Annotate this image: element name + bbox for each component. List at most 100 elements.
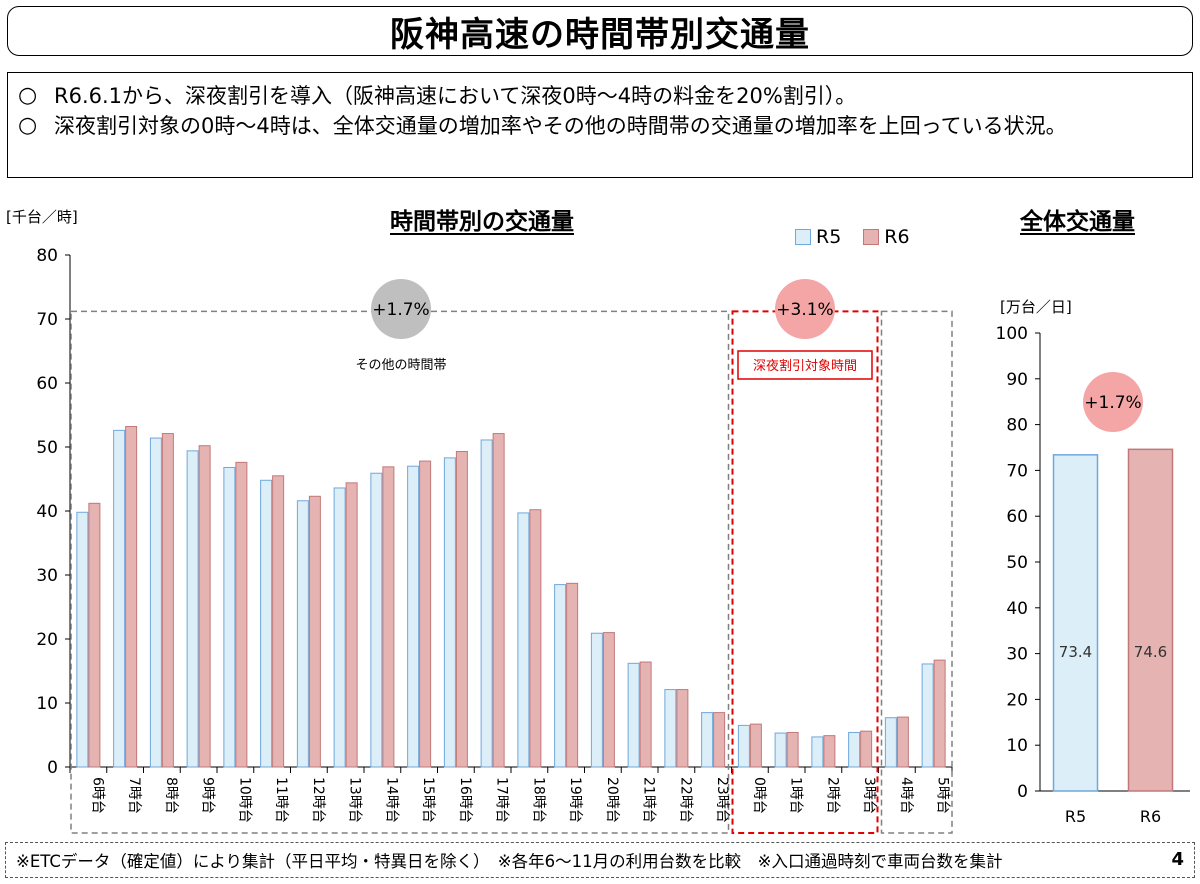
bar-r6: [749, 723, 762, 768]
bar-r6: [639, 661, 652, 768]
y-tick-label: 50: [1006, 553, 1028, 573]
bar-r6: [896, 716, 909, 768]
total-bar-r5: [1052, 454, 1099, 792]
bar-r6: [492, 433, 505, 768]
footer-text: ※ETCデータ（確定値）により集計（平日平均・特異日を除く） ※各年6～11月の…: [16, 852, 1003, 871]
bar-r5: [848, 731, 861, 768]
bar-r6: [860, 730, 873, 768]
night-label-box: [737, 350, 873, 380]
bar-r6: [382, 466, 395, 768]
total-traffic-chart: 0 10 20 30 40 50 60 70 80 90 100 73.4 R5 74.6 R6 +1.7%: [996, 324, 1190, 826]
y-tick-label: 10: [36, 694, 58, 714]
legend-label-r6: R6: [884, 226, 910, 248]
total-bar-value-label: 74.6: [1134, 643, 1167, 661]
total-bar-value-label: 73.4: [1059, 643, 1092, 661]
night-rate-label: +3.1%: [776, 300, 833, 320]
page-number: 4: [1171, 849, 1184, 870]
summary-bullet-1: ○ R6.6.1から、深夜割引を導入（阪神高速において深夜0時～4時の料金を20…: [18, 81, 1182, 111]
other-period-box-early: [880, 310, 953, 834]
bar-r6: [529, 509, 542, 768]
x-tick-label: 2時台: [824, 777, 840, 814]
x-tick-label: 12時台: [310, 777, 326, 823]
bar-r6: [308, 495, 321, 768]
y-tick-label: 10: [1006, 736, 1028, 756]
bar-r6: [88, 502, 101, 768]
bar-r6: [602, 632, 615, 768]
bar-r5: [260, 479, 273, 768]
y-tick-label: 60: [36, 374, 58, 394]
y-tick-label: 90: [1006, 370, 1028, 390]
bar-r5: [113, 429, 126, 768]
footer-note: ※ETCデータ（確定値）により集計（平日平均・特異日を除く） ※各年6～11月の…: [5, 842, 1195, 878]
legend-swatch-r5: [795, 229, 811, 245]
x-tick-label: 14時台: [383, 777, 399, 823]
night-period-label: 深夜割引対象時間: [753, 358, 857, 374]
x-tick-label: 20時台: [604, 777, 620, 823]
bar-r5: [76, 511, 89, 768]
bar-r5: [664, 689, 677, 768]
bar-r6: [198, 445, 211, 768]
bar-r5: [590, 632, 603, 768]
x-tick-label: 21時台: [641, 777, 657, 823]
x-tick-label: 16時台: [457, 777, 473, 823]
summary-box: ○ R6.6.1から、深夜割引を導入（阪神高速において深夜0時～4時の料金を20…: [7, 72, 1193, 178]
total-chart-title: 全体交通量: [1020, 209, 1135, 235]
x-tick-label: 0時台: [751, 777, 767, 814]
bar-r6: [933, 659, 946, 768]
y-tick-label: 60: [1006, 507, 1028, 527]
bar-r6: [125, 426, 138, 768]
hourly-traffic-chart: 0 10 20 30 40 50 60 70 80 6時台 7時台 8時台 9時台 10時台 11時台 12時…: [36, 246, 953, 834]
main-chart-unit: [千台／時]: [6, 208, 78, 226]
bar-r5: [517, 512, 530, 768]
bar-r5: [701, 712, 714, 768]
y-tick-label: 70: [36, 310, 58, 330]
bar-r5: [333, 487, 346, 768]
bar-r5: [554, 584, 567, 768]
bar-r6: [235, 461, 248, 768]
y-tick-label: 80: [1006, 416, 1028, 436]
x-tick-label: R6: [1140, 807, 1161, 826]
bar-r5: [443, 457, 456, 768]
x-tick-label: 8時台: [163, 777, 179, 814]
x-tick-label: 22時台: [677, 777, 693, 823]
bar-r6: [713, 712, 726, 768]
bar-r6: [419, 460, 432, 768]
legend-item-r6: R6: [863, 226, 910, 248]
bar-r5: [370, 472, 383, 768]
y-tick-label: 0: [47, 758, 58, 778]
x-tick-label: 6時台: [89, 777, 105, 814]
total-rate-badge: [1083, 372, 1143, 432]
chart-legend: R5 R6: [795, 226, 932, 248]
bar-r6: [676, 689, 689, 768]
x-tick-label: 1時台: [788, 777, 804, 814]
x-tick-label: 18時台: [530, 777, 546, 823]
summary-bullet-2: ○ 深夜割引対象の0時～4時は、全体交通量の増加率やその他の時間帯の交通量の増加…: [18, 111, 1182, 141]
y-tick-label: 30: [36, 566, 58, 586]
x-tick-label: 10時台: [236, 777, 252, 823]
page-title: 阪神高速の時間帯別交通量: [390, 14, 810, 55]
y-tick-label: 20: [1006, 690, 1028, 710]
y-tick-label: 70: [1006, 461, 1028, 481]
y-tick-label: 40: [1006, 599, 1028, 619]
bar-r5: [811, 736, 824, 768]
x-tick-label: 13時台: [347, 777, 363, 823]
title-box: 阪神高速の時間帯別交通量: [7, 6, 1193, 56]
y-tick-label: 100: [996, 324, 1028, 344]
x-tick-label: 23時台: [714, 777, 730, 823]
summary-text-2: 深夜割引対象の0時～4時は、全体交通量の増加率やその他の時間帯の交通量の増加率を…: [54, 114, 1067, 138]
bar-r6: [823, 735, 836, 768]
bar-r6: [786, 731, 799, 768]
bar-r6: [345, 482, 358, 768]
bar-r5: [774, 732, 787, 768]
circle-bullet-icon: ○: [18, 113, 38, 138]
bar-r6: [272, 475, 285, 768]
bar-r5: [884, 717, 897, 768]
legend-label-r5: R5: [816, 226, 842, 248]
other-period-label: その他の時間帯: [355, 358, 446, 373]
bar-r5: [480, 439, 493, 768]
bar-r5: [149, 437, 162, 768]
x-tick-label: R5: [1065, 807, 1086, 826]
bar-r6: [455, 450, 468, 768]
x-tick-label: 15時台: [420, 777, 436, 823]
y-tick-label: 30: [1006, 645, 1028, 665]
